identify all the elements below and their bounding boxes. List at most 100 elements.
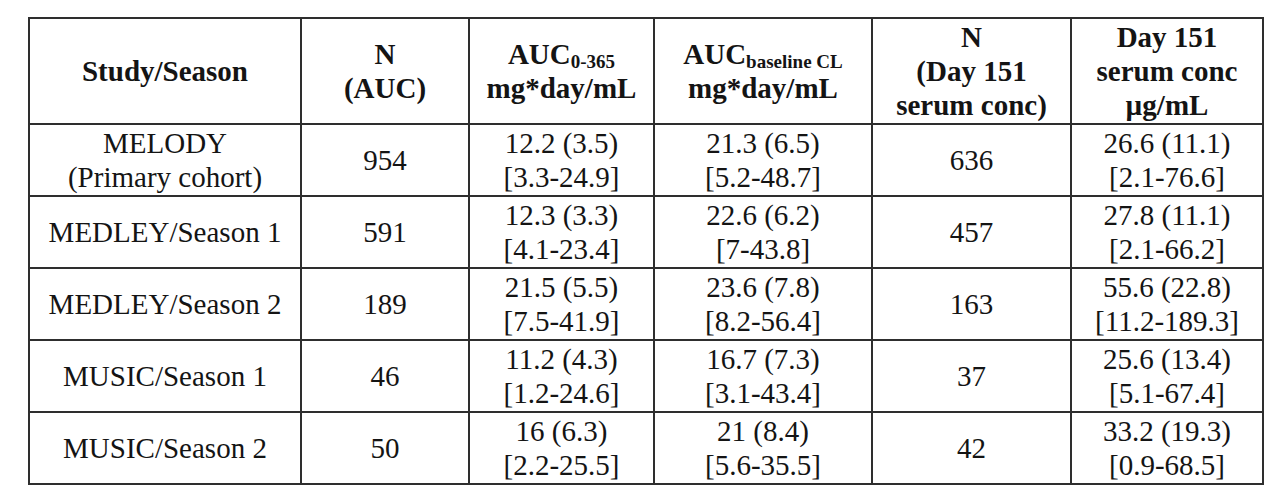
cell-line: 27.8 (11.1) [1076, 198, 1258, 232]
cell-line: 16 (6.3) [474, 414, 649, 448]
cell-line: 457 [877, 215, 1066, 249]
auc-subscript: 0-365 [571, 51, 615, 72]
cell-auc-baseline-cl: 21 (8.4) [5.6-35.5] [654, 412, 872, 484]
cell-n-day151: 636 [872, 124, 1071, 196]
cell-n-auc: 46 [301, 340, 469, 412]
col-header-n-day151: N (Day 151 serum conc) [872, 18, 1071, 124]
table-row-music-season1: MUSIC/Season 1 46 11.2 (4.3) [1.2-24.6] … [29, 340, 1263, 412]
cell-auc-0-365: 12.3 (3.3) [4.1-23.4] [469, 196, 654, 268]
cell-line: 22.6 (6.2) [659, 198, 867, 232]
cell-auc-0-365: 16 (6.3) [2.2-25.5] [469, 412, 654, 484]
cell-line: [0.9-68.5] [1076, 448, 1258, 482]
cell-line: 46 [306, 359, 464, 393]
cell-n-day151: 37 [872, 340, 1071, 412]
cell-line: [3.3-24.9] [474, 160, 649, 194]
col-header-n-auc: N (AUC) [301, 18, 469, 124]
cell-line: [4.1-23.4] [474, 232, 649, 266]
cell-study: MUSIC/Season 2 [29, 412, 301, 484]
cell-day151-conc: 33.2 (19.3) [0.9-68.5] [1071, 412, 1263, 484]
cell-line: 25.6 (13.4) [1076, 342, 1258, 376]
cell-line: 12.2 (3.5) [474, 126, 649, 160]
table-row-music-season2: MUSIC/Season 2 50 16 (6.3) [2.2-25.5] 21… [29, 412, 1263, 484]
cell-line: 37 [877, 359, 1066, 393]
cell-line: [1.2-24.6] [474, 376, 649, 410]
cell-auc-baseline-cl: 23.6 (7.8) [8.2-56.4] [654, 268, 872, 340]
pk-summary-table: Study/Season N (AUC) AUC0-365 mg*day/mL … [28, 17, 1264, 485]
cell-line: 21 (8.4) [659, 414, 867, 448]
header-line: (AUC) [306, 71, 464, 105]
cell-n-auc: 189 [301, 268, 469, 340]
cell-line: [2.2-25.5] [474, 448, 649, 482]
cell-line: 189 [306, 287, 464, 321]
auc-subscript: baseline CL [746, 51, 843, 72]
cell-day151-conc: 55.6 (22.8) [11.2-189.3] [1071, 268, 1263, 340]
col-header-day151-serum-conc: Day 151 serum conc µg/mL [1071, 18, 1263, 124]
cell-n-day151: 457 [872, 196, 1071, 268]
cell-line: [3.1-43.4] [659, 376, 867, 410]
cell-study: MELODY (Primary cohort) [29, 124, 301, 196]
cell-study: MUSIC/Season 1 [29, 340, 301, 412]
cell-n-auc: 50 [301, 412, 469, 484]
auc-label: AUC [683, 38, 746, 70]
cell-day151-conc: 27.8 (11.1) [2.1-66.2] [1071, 196, 1263, 268]
header-line: Study/Season [34, 54, 296, 88]
header-line: AUC0-365 [474, 37, 649, 71]
header-row: Study/Season N (AUC) AUC0-365 mg*day/mL … [29, 18, 1263, 124]
cell-n-auc: 591 [301, 196, 469, 268]
header-line: serum conc [1076, 54, 1258, 88]
cell-auc-baseline-cl: 16.7 (7.3) [3.1-43.4] [654, 340, 872, 412]
header-line: Day 151 [1076, 20, 1258, 54]
cell-day151-conc: 26.6 (11.1) [2.1-76.6] [1071, 124, 1263, 196]
cell-line: 55.6 (22.8) [1076, 270, 1258, 304]
table-row-melody: MELODY (Primary cohort) 954 12.2 (3.5) [… [29, 124, 1263, 196]
cell-line: MELODY [34, 126, 296, 160]
header-line: N [306, 37, 464, 71]
cell-line: 636 [877, 143, 1066, 177]
header-line: AUCbaseline CL [659, 37, 867, 71]
cell-line: [5.2-48.7] [659, 160, 867, 194]
cell-study: MEDLEY/Season 1 [29, 196, 301, 268]
cell-line: 23.6 (7.8) [659, 270, 867, 304]
cell-line: 21.3 (6.5) [659, 126, 867, 160]
cell-line: [8.2-56.4] [659, 304, 867, 338]
cell-auc-0-365: 12.2 (3.5) [3.3-24.9] [469, 124, 654, 196]
cell-n-day151: 42 [872, 412, 1071, 484]
header-unit: mg*day/mL [659, 71, 867, 105]
cell-line: 33.2 (19.3) [1076, 414, 1258, 448]
cell-n-day151: 163 [872, 268, 1071, 340]
cell-day151-conc: 25.6 (13.4) [5.1-67.4] [1071, 340, 1263, 412]
cell-auc-0-365: 21.5 (5.5) [7.5-41.9] [469, 268, 654, 340]
cell-auc-baseline-cl: 21.3 (6.5) [5.2-48.7] [654, 124, 872, 196]
cell-line: 21.5 (5.5) [474, 270, 649, 304]
document-page: Study/Season N (AUC) AUC0-365 mg*day/mL … [0, 0, 1280, 488]
cell-line: MUSIC/Season 1 [34, 359, 296, 393]
cell-line: MUSIC/Season 2 [34, 431, 296, 465]
col-header-auc-baseline-cl: AUCbaseline CL mg*day/mL [654, 18, 872, 124]
header-unit: mg*day/mL [474, 71, 649, 105]
cell-line: 26.6 (11.1) [1076, 126, 1258, 160]
cell-line: [7.5-41.9] [474, 304, 649, 338]
cell-line: 591 [306, 215, 464, 249]
table-row-medley-season2: MEDLEY/Season 2 189 21.5 (5.5) [7.5-41.9… [29, 268, 1263, 340]
header-line: µg/mL [1076, 88, 1258, 122]
cell-line: 42 [877, 431, 1066, 465]
cell-line: 12.3 (3.3) [474, 198, 649, 232]
table-row-medley-season1: MEDLEY/Season 1 591 12.3 (3.3) [4.1-23.4… [29, 196, 1263, 268]
col-header-auc-0-365: AUC0-365 mg*day/mL [469, 18, 654, 124]
cell-auc-baseline-cl: 22.6 (6.2) [7-43.8] [654, 196, 872, 268]
cell-n-auc: 954 [301, 124, 469, 196]
cell-auc-0-365: 11.2 (4.3) [1.2-24.6] [469, 340, 654, 412]
cell-line: [11.2-189.3] [1076, 304, 1258, 338]
cell-line: MEDLEY/Season 1 [34, 215, 296, 249]
cell-line: 163 [877, 287, 1066, 321]
header-line: N [877, 20, 1066, 54]
auc-label: AUC [508, 38, 571, 70]
cell-line: [2.1-66.2] [1076, 232, 1258, 266]
cell-line: MEDLEY/Season 2 [34, 287, 296, 321]
cell-line: [5.6-35.5] [659, 448, 867, 482]
header-line: (Day 151 [877, 54, 1066, 88]
cell-line: 16.7 (7.3) [659, 342, 867, 376]
cell-study: MEDLEY/Season 2 [29, 268, 301, 340]
col-header-study-season: Study/Season [29, 18, 301, 124]
cell-line: [7-43.8] [659, 232, 867, 266]
